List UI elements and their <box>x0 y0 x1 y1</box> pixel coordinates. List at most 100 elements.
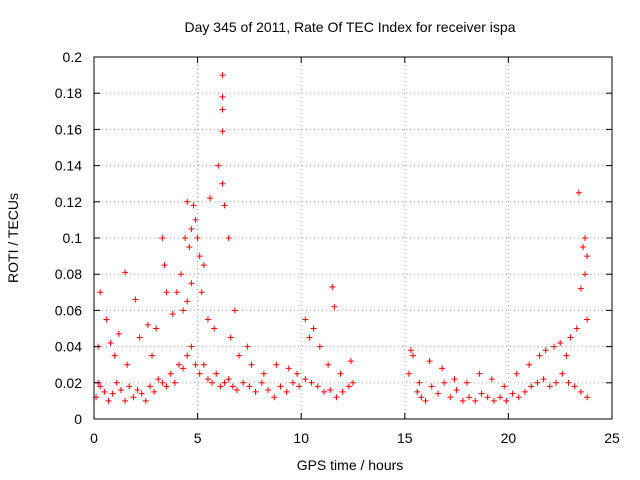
data-point <box>314 383 321 390</box>
data-point <box>221 202 228 209</box>
data-point <box>416 379 423 386</box>
data-point <box>459 397 466 404</box>
y-tick-label: 0.12 <box>55 194 82 210</box>
data-point <box>273 361 280 368</box>
data-point <box>463 379 470 386</box>
data-point <box>285 365 292 372</box>
data-point <box>159 379 166 386</box>
data-point <box>337 370 344 377</box>
data-point <box>190 202 197 209</box>
data-point <box>132 296 139 303</box>
data-point <box>161 262 168 269</box>
data-point <box>571 383 578 390</box>
data-point <box>97 289 104 296</box>
data-point <box>422 397 429 404</box>
tick-labels: 0 0.02 0.04 0.06 0.08 0.1 0.12 0.14 0.16 0.18 0.2 0… <box>55 49 620 446</box>
data-point <box>410 352 417 359</box>
data-point <box>196 370 203 377</box>
data-point <box>439 365 446 372</box>
data-point <box>534 379 541 386</box>
data-point <box>476 370 483 377</box>
data-point <box>582 235 589 241</box>
data-point <box>198 289 205 296</box>
data-point <box>233 387 240 394</box>
data-point <box>573 325 580 332</box>
data-point <box>557 339 564 346</box>
data-point <box>227 334 234 341</box>
data-point <box>536 352 543 359</box>
x-tick-label: 5 <box>194 430 202 446</box>
data-point <box>219 128 226 135</box>
data-point <box>111 352 118 359</box>
data-point <box>414 388 421 395</box>
data-point <box>219 72 226 79</box>
data-point <box>283 388 290 395</box>
data-point <box>186 244 193 251</box>
data-point <box>441 379 448 386</box>
y-axis-label: ROTI / TECUs <box>5 193 21 283</box>
data-point <box>175 361 182 368</box>
data-point <box>153 325 160 332</box>
data-point <box>221 379 228 386</box>
data-point <box>167 370 174 377</box>
data-point <box>163 383 170 390</box>
data-point <box>196 253 203 260</box>
data-point <box>159 235 166 241</box>
data-point <box>124 361 131 368</box>
data-point <box>138 390 145 397</box>
data-point <box>240 379 247 386</box>
data-point <box>542 347 549 354</box>
data-point <box>277 383 284 390</box>
data-point <box>142 397 149 404</box>
data-point <box>347 358 354 365</box>
data-point <box>478 390 485 397</box>
grid-lines <box>94 57 612 419</box>
y-tick-label: 0.18 <box>55 85 82 101</box>
chart-title: Day 345 of 2011, Rate Of TEC Index for r… <box>185 19 516 35</box>
data-point <box>434 390 441 397</box>
data-point <box>225 376 232 383</box>
data-point <box>306 334 313 341</box>
data-point <box>472 397 479 404</box>
data-point <box>207 195 214 202</box>
data-point <box>188 343 195 350</box>
data-point <box>252 388 259 395</box>
data-point <box>294 370 301 377</box>
data-point <box>122 397 129 404</box>
data-point <box>219 180 226 187</box>
data-point <box>149 352 156 359</box>
data-point <box>103 316 110 323</box>
data-point <box>567 334 574 341</box>
data-point <box>126 383 133 390</box>
data-point <box>426 358 433 365</box>
data-point <box>215 162 222 169</box>
y-tick-label: 0.14 <box>55 158 82 174</box>
data-point <box>194 235 201 241</box>
data-point <box>184 198 191 205</box>
data-point <box>219 93 226 100</box>
data-point <box>192 361 199 368</box>
x-tick-label: 20 <box>501 430 517 446</box>
data-points <box>93 72 591 404</box>
data-point <box>428 383 435 390</box>
data-point <box>163 289 170 296</box>
data-point <box>488 376 495 383</box>
data-point <box>320 388 327 395</box>
data-point <box>310 325 317 332</box>
data-point <box>509 390 516 397</box>
data-point <box>528 383 535 390</box>
y-tick-label: 0 <box>74 411 82 427</box>
data-point <box>122 269 129 276</box>
data-point <box>565 379 572 386</box>
data-point <box>236 352 243 359</box>
data-point <box>577 388 584 395</box>
data-point <box>553 379 560 386</box>
x-tick-label: 10 <box>293 430 309 446</box>
data-point <box>211 325 218 332</box>
data-point <box>503 397 510 404</box>
data-point <box>173 289 180 296</box>
data-point <box>513 370 520 377</box>
x-tick-label: 0 <box>90 430 98 446</box>
data-point <box>244 343 251 350</box>
data-point <box>418 394 425 401</box>
